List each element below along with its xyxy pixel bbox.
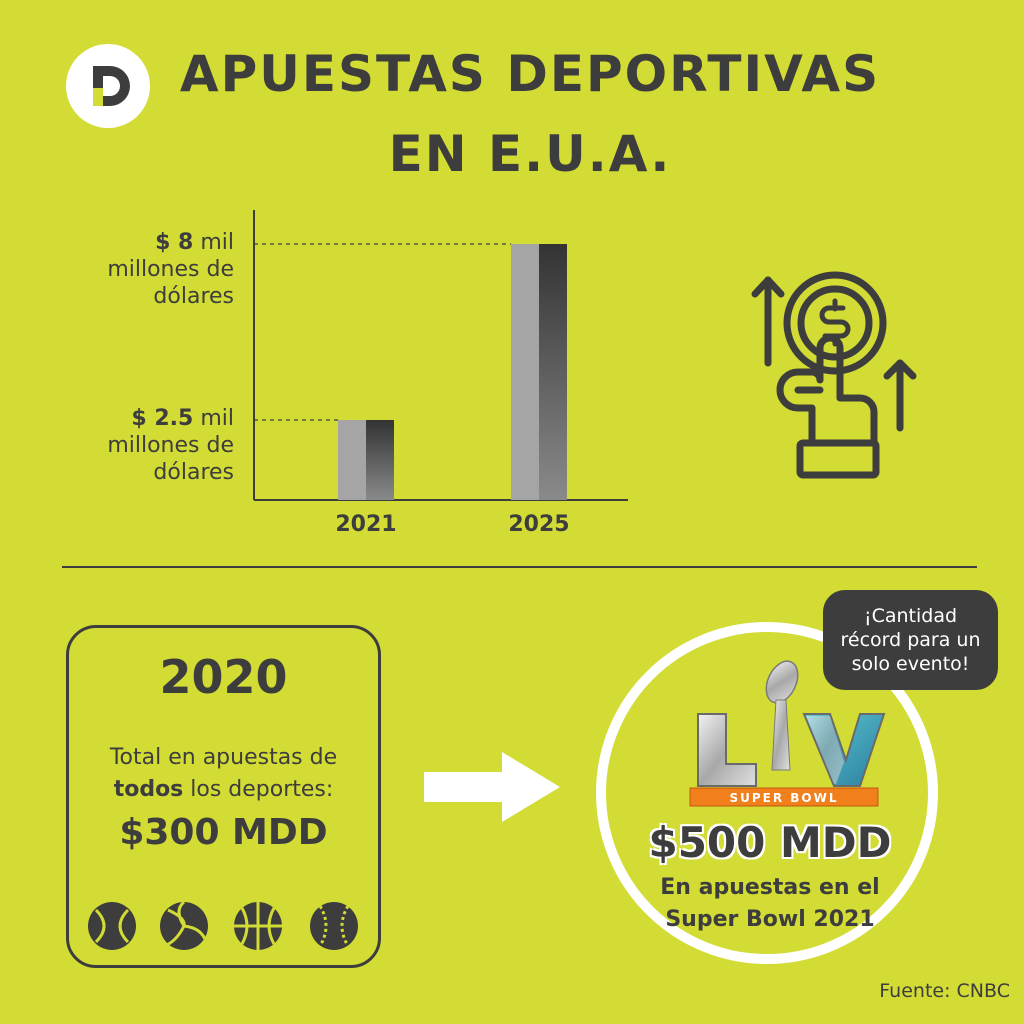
bar-2021-light [338,420,366,500]
box-2020 [66,625,381,968]
brand-logo [66,44,150,128]
box-2020-description: Total en apuestas de todos los deportes: [80,742,367,806]
basketball-icon [234,902,282,950]
superbowl-circle [596,622,938,964]
volleyball-icon [160,900,208,950]
page-title-line1: APUESTAS DEPORTIVAS [179,45,881,103]
record-bubble: ¡Cantidad récord para un solo evento! [823,590,998,690]
source-credit: Fuente: CNBC [879,980,1010,1002]
box-2020-desc-line2: todos los deportes: [80,774,367,806]
box-2020-year: 2020 [159,650,288,704]
superbowl-description: En apuestas en el Super Bowl 2021 [630,872,910,936]
sports-balls [88,900,358,950]
bar-2021-dark [366,420,394,500]
record-bubble-text: ¡Cantidad récord para un solo evento! [840,605,981,675]
tennis-ball-icon [88,902,136,950]
box-2020-desc-rest: los deportes: [183,777,334,802]
superbowl-amount: $500 MDD [648,818,892,867]
bar-chart [253,210,628,501]
section-divider [62,566,977,568]
lombardi-trophy-icon [765,660,799,771]
superbowl-desc-line2: Super Bowl 2021 [665,907,875,932]
baseball-icon [310,902,358,950]
superbowl-logo: SUPER BOWL [689,660,886,807]
logo-d-icon [93,66,130,106]
x-tick-2021: 2021 [335,512,397,537]
superbowl-banner: SUPER BOWL [729,791,838,805]
box-2020-desc-bold: todos [113,777,184,802]
box-2020-amount: $300 MDD [119,812,328,853]
bar-2025-dark [539,244,567,500]
hand-coin-growth-icon [751,271,917,479]
roman-numeral-liv [697,713,886,787]
bar-2025-light [511,244,539,500]
x-tick-2025: 2025 [508,512,570,537]
page-title-line2: EN E.U.A. [388,125,672,183]
value-label-2025: $ 8 mil millones de dólares [107,230,234,309]
arrow-right-icon [424,752,560,822]
box-2020-desc-line1: Total en apuestas de [109,745,338,770]
value-label-2021: $ 2.5 mil millones de dólares [107,406,234,485]
superbowl-desc-line1: En apuestas en el [660,875,880,900]
